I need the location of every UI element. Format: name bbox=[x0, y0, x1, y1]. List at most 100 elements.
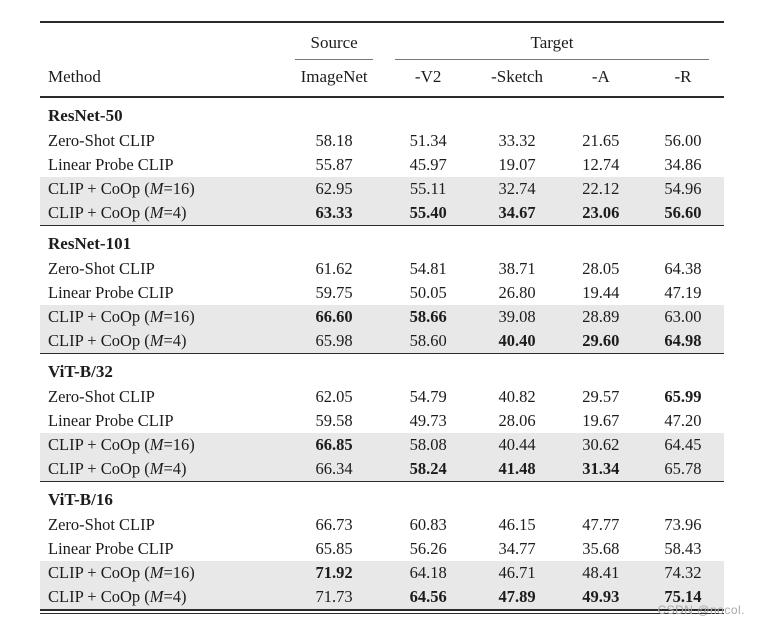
section-header-row: ViT-B/32 bbox=[40, 353, 724, 385]
column-header-sketch: -Sketch bbox=[474, 61, 560, 98]
method-cell: CLIP + CoOp (M=16) bbox=[40, 177, 286, 201]
method-label-pre: Zero-Shot CLIP bbox=[48, 131, 155, 150]
method-cell: Linear Probe CLIP bbox=[40, 153, 286, 177]
table-row: CLIP + CoOp (M=16) 71.92 64.18 46.71 48.41 74… bbox=[40, 561, 724, 585]
method-label-pre: Zero-Shot CLIP bbox=[48, 515, 155, 534]
value-cell: 19.07 bbox=[498, 155, 536, 174]
value-cell: 73.96 bbox=[664, 515, 702, 534]
value-cell: 40.44 bbox=[498, 435, 536, 454]
value-cell: 26.80 bbox=[498, 283, 536, 302]
section-title: ResNet-50 bbox=[48, 106, 123, 125]
value-cell: 34.67 bbox=[498, 203, 536, 222]
method-label-pre: CLIP + CoOp ( bbox=[48, 459, 150, 478]
value-cell: 55.40 bbox=[409, 203, 447, 222]
value-cell: 65.78 bbox=[664, 459, 702, 478]
method-cell: CLIP + CoOp (M=4) bbox=[40, 457, 286, 482]
value-cell: 19.67 bbox=[582, 411, 620, 430]
method-cell: CLIP + CoOp (M=4) bbox=[40, 201, 286, 226]
method-label-post: =16) bbox=[163, 435, 195, 454]
value-cell: 75.14 bbox=[664, 587, 702, 606]
value-cell: 66.60 bbox=[315, 307, 353, 326]
group-header-empty bbox=[40, 22, 286, 61]
value-cell: 71.92 bbox=[315, 563, 353, 582]
table-row: CLIP + CoOp (M=4) 71.73 64.56 47.89 49.93 75.… bbox=[40, 585, 724, 610]
table-row: CLIP + CoOp (M=4) 66.34 58.24 41.48 31.34 65.… bbox=[40, 457, 724, 482]
group-header-source: Source bbox=[286, 22, 382, 61]
table-row: Linear Probe CLIP 59.58 49.73 28.06 19.67 47.… bbox=[40, 409, 724, 433]
value-cell: 39.08 bbox=[498, 307, 536, 326]
method-label-var: M bbox=[149, 563, 164, 582]
method-label-var: M bbox=[149, 331, 164, 350]
table-row: CLIP + CoOp (M=16) 62.95 55.11 32.74 22.12 54… bbox=[40, 177, 724, 201]
value-cell: 63.00 bbox=[664, 307, 702, 326]
value-cell: 48.41 bbox=[582, 563, 620, 582]
value-cell: 29.57 bbox=[582, 387, 620, 406]
value-cell: 66.73 bbox=[315, 515, 353, 534]
column-header-row: Method ImageNet -V2 -Sketch -A -R bbox=[40, 61, 724, 98]
value-cell: 29.60 bbox=[582, 331, 620, 350]
method-cell: Zero-Shot CLIP bbox=[40, 385, 286, 409]
table-body: ResNet-50 Zero-Shot CLIP 58.18 51.34 33.32 21… bbox=[40, 97, 724, 610]
method-cell: CLIP + CoOp (M=16) bbox=[40, 433, 286, 457]
method-label-var: M bbox=[149, 179, 164, 198]
section-title: ResNet-101 bbox=[40, 225, 724, 257]
value-cell: 41.48 bbox=[498, 459, 536, 478]
value-cell: 40.82 bbox=[498, 387, 536, 406]
table-bottom-rule bbox=[40, 613, 724, 614]
value-cell: 64.38 bbox=[664, 259, 702, 278]
method-label-pre: CLIP + CoOp ( bbox=[48, 435, 150, 454]
group-header-target: Target bbox=[382, 22, 724, 61]
value-cell: 22.12 bbox=[582, 179, 620, 198]
value-cell: 34.86 bbox=[664, 155, 702, 174]
value-cell: 21.65 bbox=[582, 131, 620, 150]
method-label-pre: Linear Probe CLIP bbox=[48, 539, 174, 558]
value-cell: 58.66 bbox=[409, 307, 447, 326]
column-header-method: Method bbox=[40, 61, 287, 98]
source-group-label: Source bbox=[295, 31, 373, 60]
value-cell: 45.97 bbox=[409, 155, 447, 174]
value-cell: 65.98 bbox=[315, 331, 353, 350]
value-cell: 28.05 bbox=[582, 259, 620, 278]
method-label-pre: Linear Probe CLIP bbox=[48, 155, 174, 174]
value-cell: 28.89 bbox=[582, 307, 620, 326]
watermark-text: CSDN @nocol. bbox=[657, 603, 745, 617]
value-cell: 55.87 bbox=[315, 155, 353, 174]
method-label-var: M bbox=[149, 459, 164, 478]
table-row: Zero-Shot CLIP 58.18 51.34 33.32 21.65 56.00 bbox=[40, 129, 724, 153]
method-label-pre: Zero-Shot CLIP bbox=[48, 259, 155, 278]
value-cell: 64.98 bbox=[664, 331, 702, 350]
section-title: ViT-B/32 bbox=[40, 353, 724, 385]
method-label-post: =16) bbox=[163, 307, 195, 326]
value-cell: 46.15 bbox=[498, 515, 536, 534]
method-cell: Zero-Shot CLIP bbox=[40, 257, 286, 281]
method-label-pre: CLIP + CoOp ( bbox=[48, 331, 150, 350]
value-cell: 47.19 bbox=[664, 283, 702, 302]
method-cell: Linear Probe CLIP bbox=[40, 409, 286, 433]
method-label-pre: CLIP + CoOp ( bbox=[48, 179, 150, 198]
table-row: Zero-Shot CLIP 62.05 54.79 40.82 29.57 65.99 bbox=[40, 385, 724, 409]
value-cell: 33.32 bbox=[498, 131, 536, 150]
value-cell: 58.18 bbox=[315, 131, 353, 150]
value-cell: 34.77 bbox=[498, 539, 536, 558]
method-label-pre: Linear Probe CLIP bbox=[48, 411, 174, 430]
method-cell: CLIP + CoOp (M=16) bbox=[40, 561, 286, 585]
value-cell: 65.99 bbox=[664, 387, 702, 406]
table-row: CLIP + CoOp (M=16) 66.60 58.66 39.08 28.89 63… bbox=[40, 305, 724, 329]
column-header-imagenet: ImageNet bbox=[286, 61, 382, 98]
method-label-pre: Zero-Shot CLIP bbox=[48, 387, 155, 406]
section-header-row: ViT-B/16 bbox=[40, 481, 724, 513]
table-row: Zero-Shot CLIP 61.62 54.81 38.71 28.05 64.38 bbox=[40, 257, 724, 281]
value-cell: 40.40 bbox=[498, 331, 536, 350]
value-cell: 19.44 bbox=[582, 283, 620, 302]
section-title: ViT-B/16 bbox=[40, 481, 724, 513]
method-label-post: =4) bbox=[163, 587, 187, 606]
value-cell: 58.24 bbox=[409, 459, 447, 478]
value-cell: 71.73 bbox=[315, 587, 353, 606]
method-cell: CLIP + CoOp (M=4) bbox=[40, 329, 286, 354]
value-cell: 62.95 bbox=[315, 179, 353, 198]
value-cell: 64.56 bbox=[409, 587, 447, 606]
table-row: CLIP + CoOp (M=16) 66.85 58.08 40.44 30.62 64… bbox=[40, 433, 724, 457]
results-table: Source Target Method ImageNet -V2 -Sketc… bbox=[40, 21, 724, 611]
group-header-row: Source Target bbox=[40, 22, 724, 61]
value-cell: 12.74 bbox=[582, 155, 620, 174]
